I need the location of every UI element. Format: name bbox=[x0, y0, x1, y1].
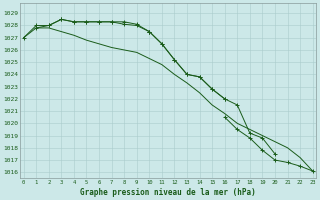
X-axis label: Graphe pression niveau de la mer (hPa): Graphe pression niveau de la mer (hPa) bbox=[80, 188, 256, 197]
